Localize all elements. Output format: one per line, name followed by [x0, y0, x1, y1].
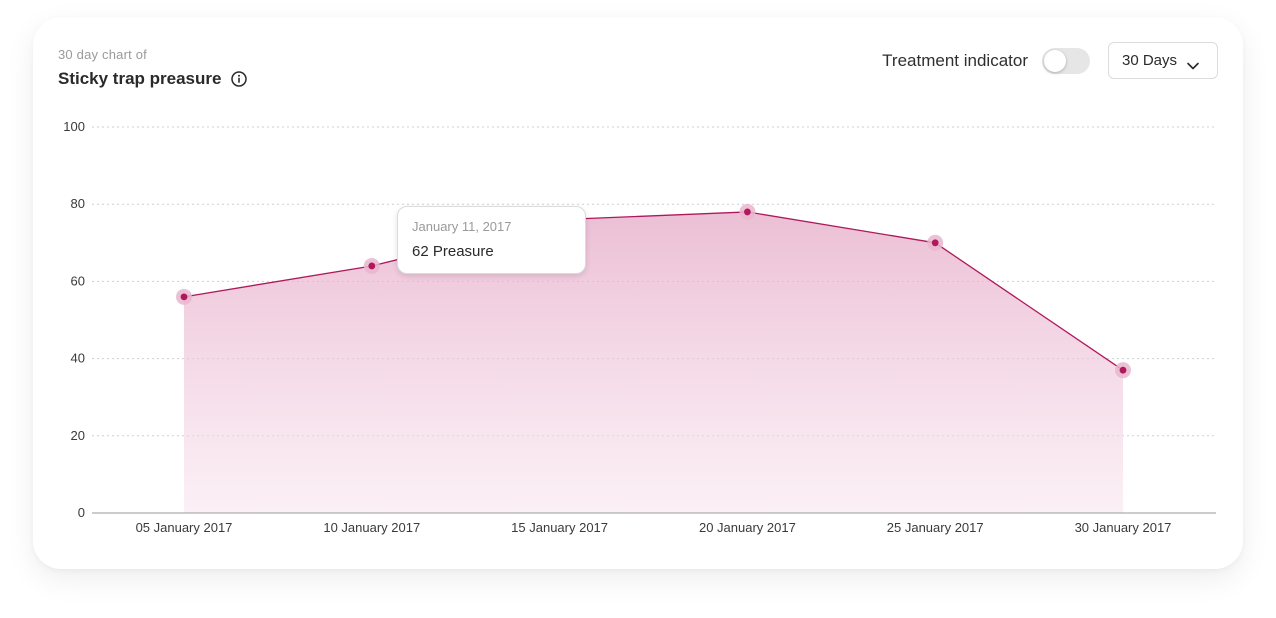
x-tick-label: 30 January 2017	[1075, 520, 1172, 535]
chart-tooltip: January 11, 2017 62 Preasure	[397, 206, 586, 274]
treatment-indicator-toggle[interactable]	[1042, 47, 1090, 74]
data-point[interactable]	[363, 257, 380, 274]
chart-title: Sticky trap preasure	[58, 69, 222, 88]
chevron-down-icon	[1187, 57, 1199, 69]
x-tick-label: 05 January 2017	[136, 520, 233, 535]
chart-controls: Treatment indicator 30 Days	[882, 42, 1218, 79]
y-tick-label: 40	[71, 351, 85, 366]
chart-subtitle: 30 day chart of	[58, 47, 147, 62]
y-tick-label: 60	[71, 273, 85, 288]
y-tick-label: 20	[71, 428, 85, 443]
title-row: Sticky trap preasure	[58, 69, 248, 89]
data-point-dot	[180, 293, 188, 301]
y-tick-label: 0	[78, 505, 85, 520]
x-tick-label: 10 January 2017	[323, 520, 420, 535]
area-fill	[184, 211, 1123, 514]
data-point-dot	[931, 239, 939, 247]
data-point[interactable]	[927, 234, 944, 251]
data-point[interactable]	[176, 288, 192, 305]
series-line	[183, 211, 1124, 371]
tooltip-value: 62 Preasure	[412, 243, 494, 260]
y-tick-label: 100	[63, 119, 85, 134]
data-point-dot	[1119, 366, 1127, 374]
data-point[interactable]	[1115, 362, 1131, 379]
range-select-value: 30 Days	[1122, 52, 1178, 69]
x-tick-label: 15 January 2017	[511, 520, 608, 535]
treatment-indicator-label: Treatment indicator	[882, 50, 1028, 70]
y-tick-label: 80	[71, 196, 85, 211]
range-select[interactable]: 30 Days	[1108, 42, 1218, 79]
toggle-knob	[1044, 49, 1066, 72]
x-tick-label: 20 January 2017	[699, 520, 796, 535]
data-point[interactable]	[739, 203, 756, 220]
x-tick-label: 25 January 2017	[887, 520, 984, 535]
tooltip-date: January 11, 2017	[412, 219, 512, 234]
data-point-dot	[368, 262, 376, 270]
info-icon[interactable]	[231, 71, 248, 87]
data-point-dot	[744, 208, 751, 216]
